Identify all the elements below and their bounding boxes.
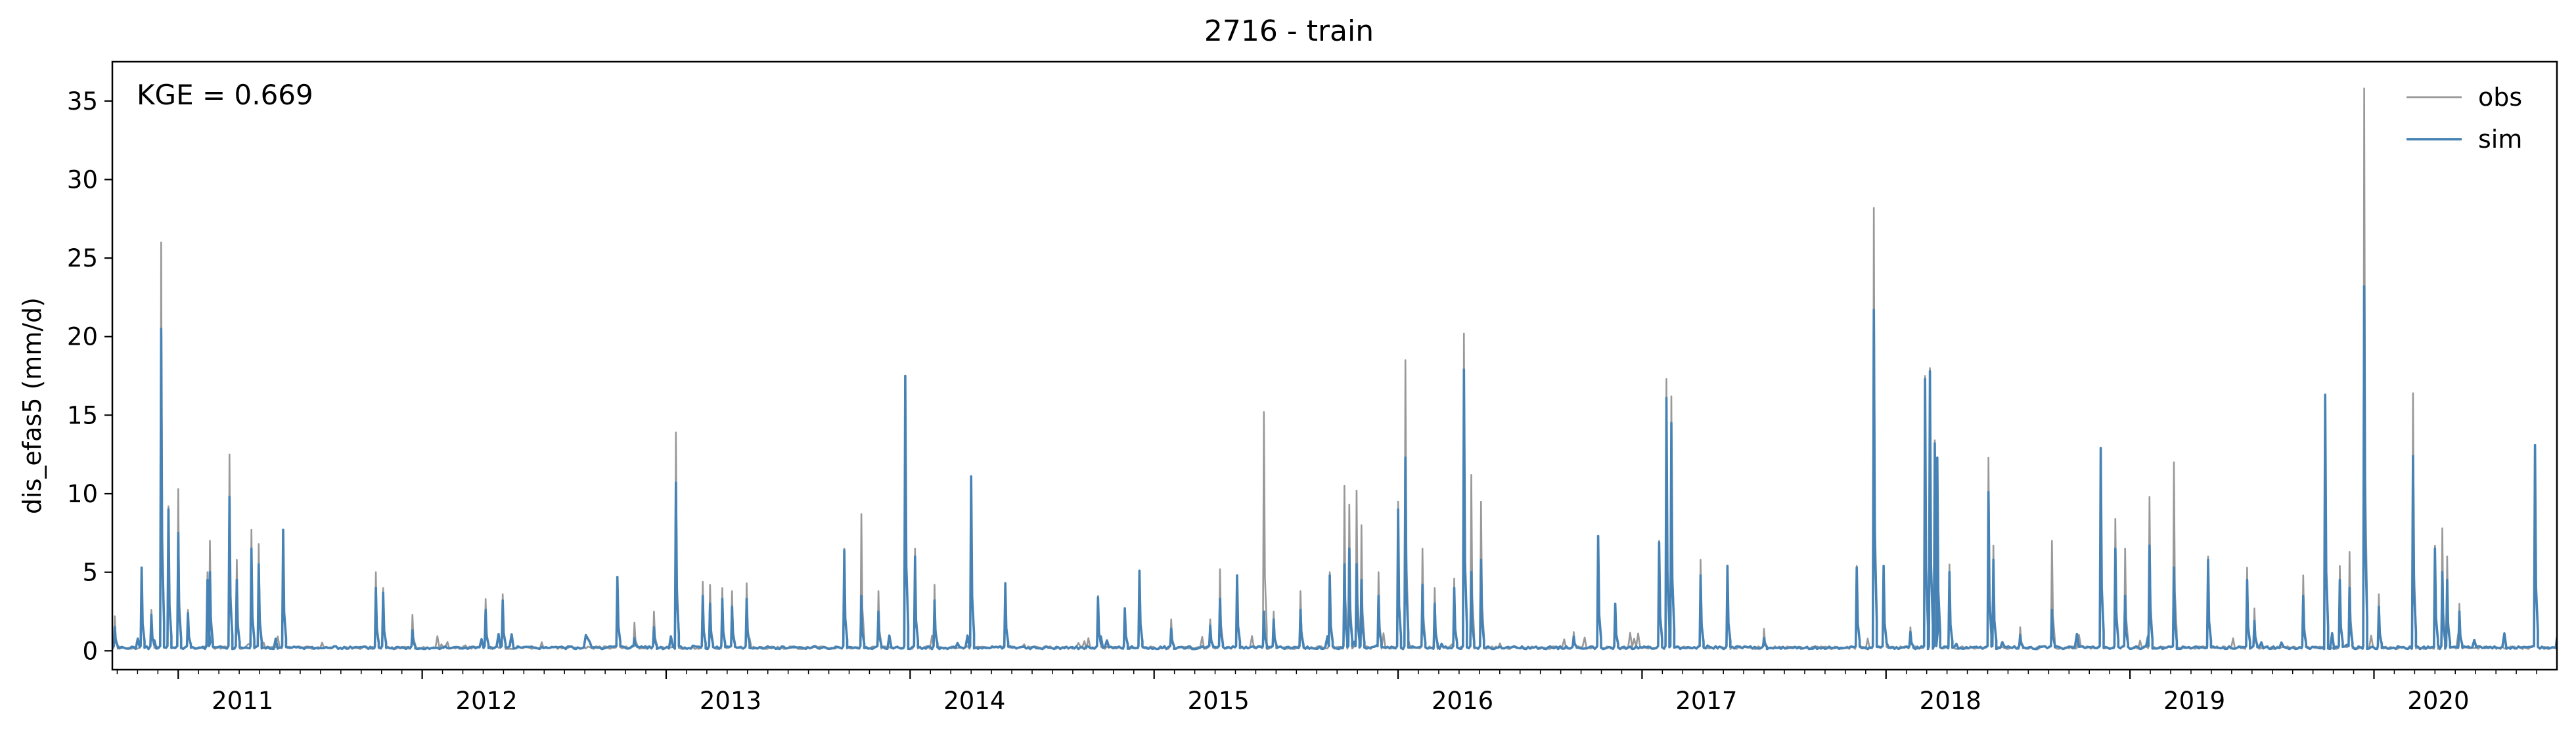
- y-tick-label: 20: [67, 323, 98, 351]
- x-tick-label: 2019: [2163, 687, 2225, 715]
- chart-title: 2716 - train: [1204, 14, 1374, 48]
- y-axis-label: dis_efas5 (mm/d): [18, 297, 47, 514]
- series-layer: [112, 87, 2557, 651]
- x-tick-label: 2011: [212, 687, 273, 715]
- y-tick-label: 15: [67, 401, 98, 429]
- legend: obs sim: [2407, 83, 2522, 154]
- legend-label-sim: sim: [2478, 125, 2522, 154]
- x-tick-label: 2015: [1188, 687, 1250, 715]
- y-tick-label: 10: [67, 480, 98, 508]
- plot-area: [111, 60, 2558, 671]
- plot-frame: [111, 60, 2558, 671]
- kge-annotation: KGE = 0.669: [137, 79, 313, 111]
- x-tick-label: 2013: [700, 687, 761, 715]
- x-tick-label: 2018: [1920, 687, 1981, 715]
- y-tick-label: 5: [82, 559, 98, 587]
- y-tick-label: 0: [82, 637, 98, 665]
- x-tick-label: 2017: [1675, 687, 1737, 715]
- y-axis: 0 5 10 15 20 25 30 35: [67, 87, 112, 665]
- y-tick-label: 35: [67, 87, 98, 116]
- y-tick-label: 30: [67, 165, 98, 194]
- x-tick-label: 2020: [2407, 687, 2469, 715]
- x-tick-label: 2014: [943, 687, 1005, 715]
- x-axis: 2011 2012 2013 2014 2015 2016 2017 2018 2019 2020: [116, 670, 2537, 715]
- x-tick-label: 2012: [456, 687, 518, 715]
- y-tick-label: 25: [67, 244, 98, 272]
- legend-label-obs: obs: [2478, 83, 2522, 112]
- series-line-sim: [112, 285, 2557, 651]
- x-tick-label: 2016: [1432, 687, 1493, 715]
